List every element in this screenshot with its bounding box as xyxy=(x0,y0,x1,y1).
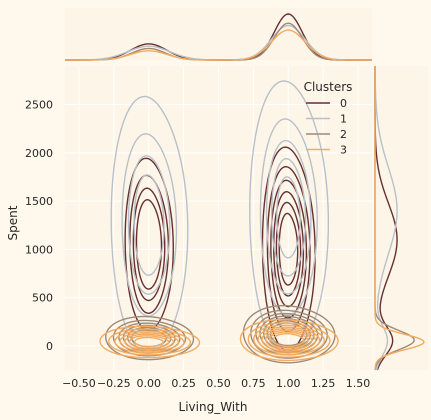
main-axes: −0.50 −0.25 0.00 0.25 0.50 0.75 1.00 1.25 1.50 0… xyxy=(25,66,372,390)
y-tick-label: 2000 xyxy=(25,147,53,160)
series-1-contour xyxy=(133,174,165,276)
series-3-contour xyxy=(239,318,339,362)
series-3-contour xyxy=(134,336,164,348)
series-1-contour xyxy=(121,133,178,317)
series-3-contour xyxy=(108,328,192,356)
series-2-contour xyxy=(242,304,336,364)
x-tick-label: −0.25 xyxy=(97,377,131,390)
legend-label: 1 xyxy=(340,113,347,126)
y-tick-label: 0 xyxy=(46,340,53,353)
legend-entry: 1 xyxy=(306,113,347,126)
y-tick-label: 1500 xyxy=(25,195,53,208)
y-axis-label: Spent xyxy=(6,205,20,240)
series-3-contour xyxy=(114,330,185,354)
grid xyxy=(65,66,372,370)
x-tick-label: 1.00 xyxy=(276,377,301,390)
series-1-contour xyxy=(276,176,301,259)
series-3-contour xyxy=(272,332,305,348)
series-0-contour xyxy=(132,187,166,302)
series-3-contour xyxy=(261,328,317,352)
series-2-contour xyxy=(266,320,311,349)
x-tick-label: 1.25 xyxy=(311,377,336,390)
x-tick-label: 0.25 xyxy=(171,377,196,390)
series-3-contour xyxy=(257,326,321,354)
x-tick-label: −0.50 xyxy=(62,377,96,390)
x-axis-label: Living_With xyxy=(179,400,248,414)
series-3-x-density xyxy=(65,29,372,61)
series-3-contour xyxy=(253,324,325,356)
series-1-y-density xyxy=(374,66,398,371)
y-tick-label: 500 xyxy=(32,292,53,305)
series-3-contour xyxy=(265,329,313,351)
series-2-contour xyxy=(269,322,308,347)
series-3-contours xyxy=(99,318,339,362)
x-tick-label: 1.50 xyxy=(346,377,371,390)
series-0-contour xyxy=(278,212,299,286)
series-1-contour xyxy=(249,80,330,354)
x-tick-label: 0.75 xyxy=(241,377,266,390)
legend-label: 0 xyxy=(340,97,347,110)
y-tick-label: 2500 xyxy=(25,99,53,112)
legend-entry: 0 xyxy=(306,97,347,110)
series-1-contour xyxy=(270,157,307,277)
legend-entry: 2 xyxy=(306,128,347,141)
right-marginal-density xyxy=(374,66,428,371)
series-3-contour xyxy=(247,322,331,358)
legend-label: 3 xyxy=(340,144,347,157)
top-marginal-density xyxy=(64,8,372,61)
series-3-y-density xyxy=(374,66,425,371)
y-tick-label: 1000 xyxy=(25,243,53,256)
legend-entry: 3 xyxy=(306,144,347,157)
x-tick-label: 0.50 xyxy=(206,377,231,390)
series-0-contour xyxy=(135,199,163,290)
right-marginal-background xyxy=(375,66,428,370)
series-3-contour xyxy=(119,332,180,352)
series-0-contour xyxy=(124,157,174,331)
series-3-contour xyxy=(99,325,201,359)
legend: Clusters 0 1 2 3 xyxy=(304,80,353,157)
series-3-contour xyxy=(128,335,170,349)
series-0-contour xyxy=(273,191,305,308)
series-1-contour xyxy=(259,118,318,317)
x-axis: −0.50 −0.25 0.00 0.25 0.50 0.75 1.00 1.25 1.50 xyxy=(62,377,370,390)
contours xyxy=(99,80,339,364)
series-1-contour xyxy=(127,155,171,295)
x-tick-label: 0.00 xyxy=(136,377,161,390)
legend-label: 2 xyxy=(340,128,347,141)
series-2-contour xyxy=(105,315,195,361)
top-marginal-background xyxy=(65,8,372,60)
series-3-contour xyxy=(268,331,309,349)
series-3-contour xyxy=(124,333,175,351)
y-axis: 0 500 1000 1500 2000 2500 xyxy=(25,99,53,353)
legend-title: Clusters xyxy=(304,80,353,94)
series-1-contour xyxy=(265,139,312,295)
